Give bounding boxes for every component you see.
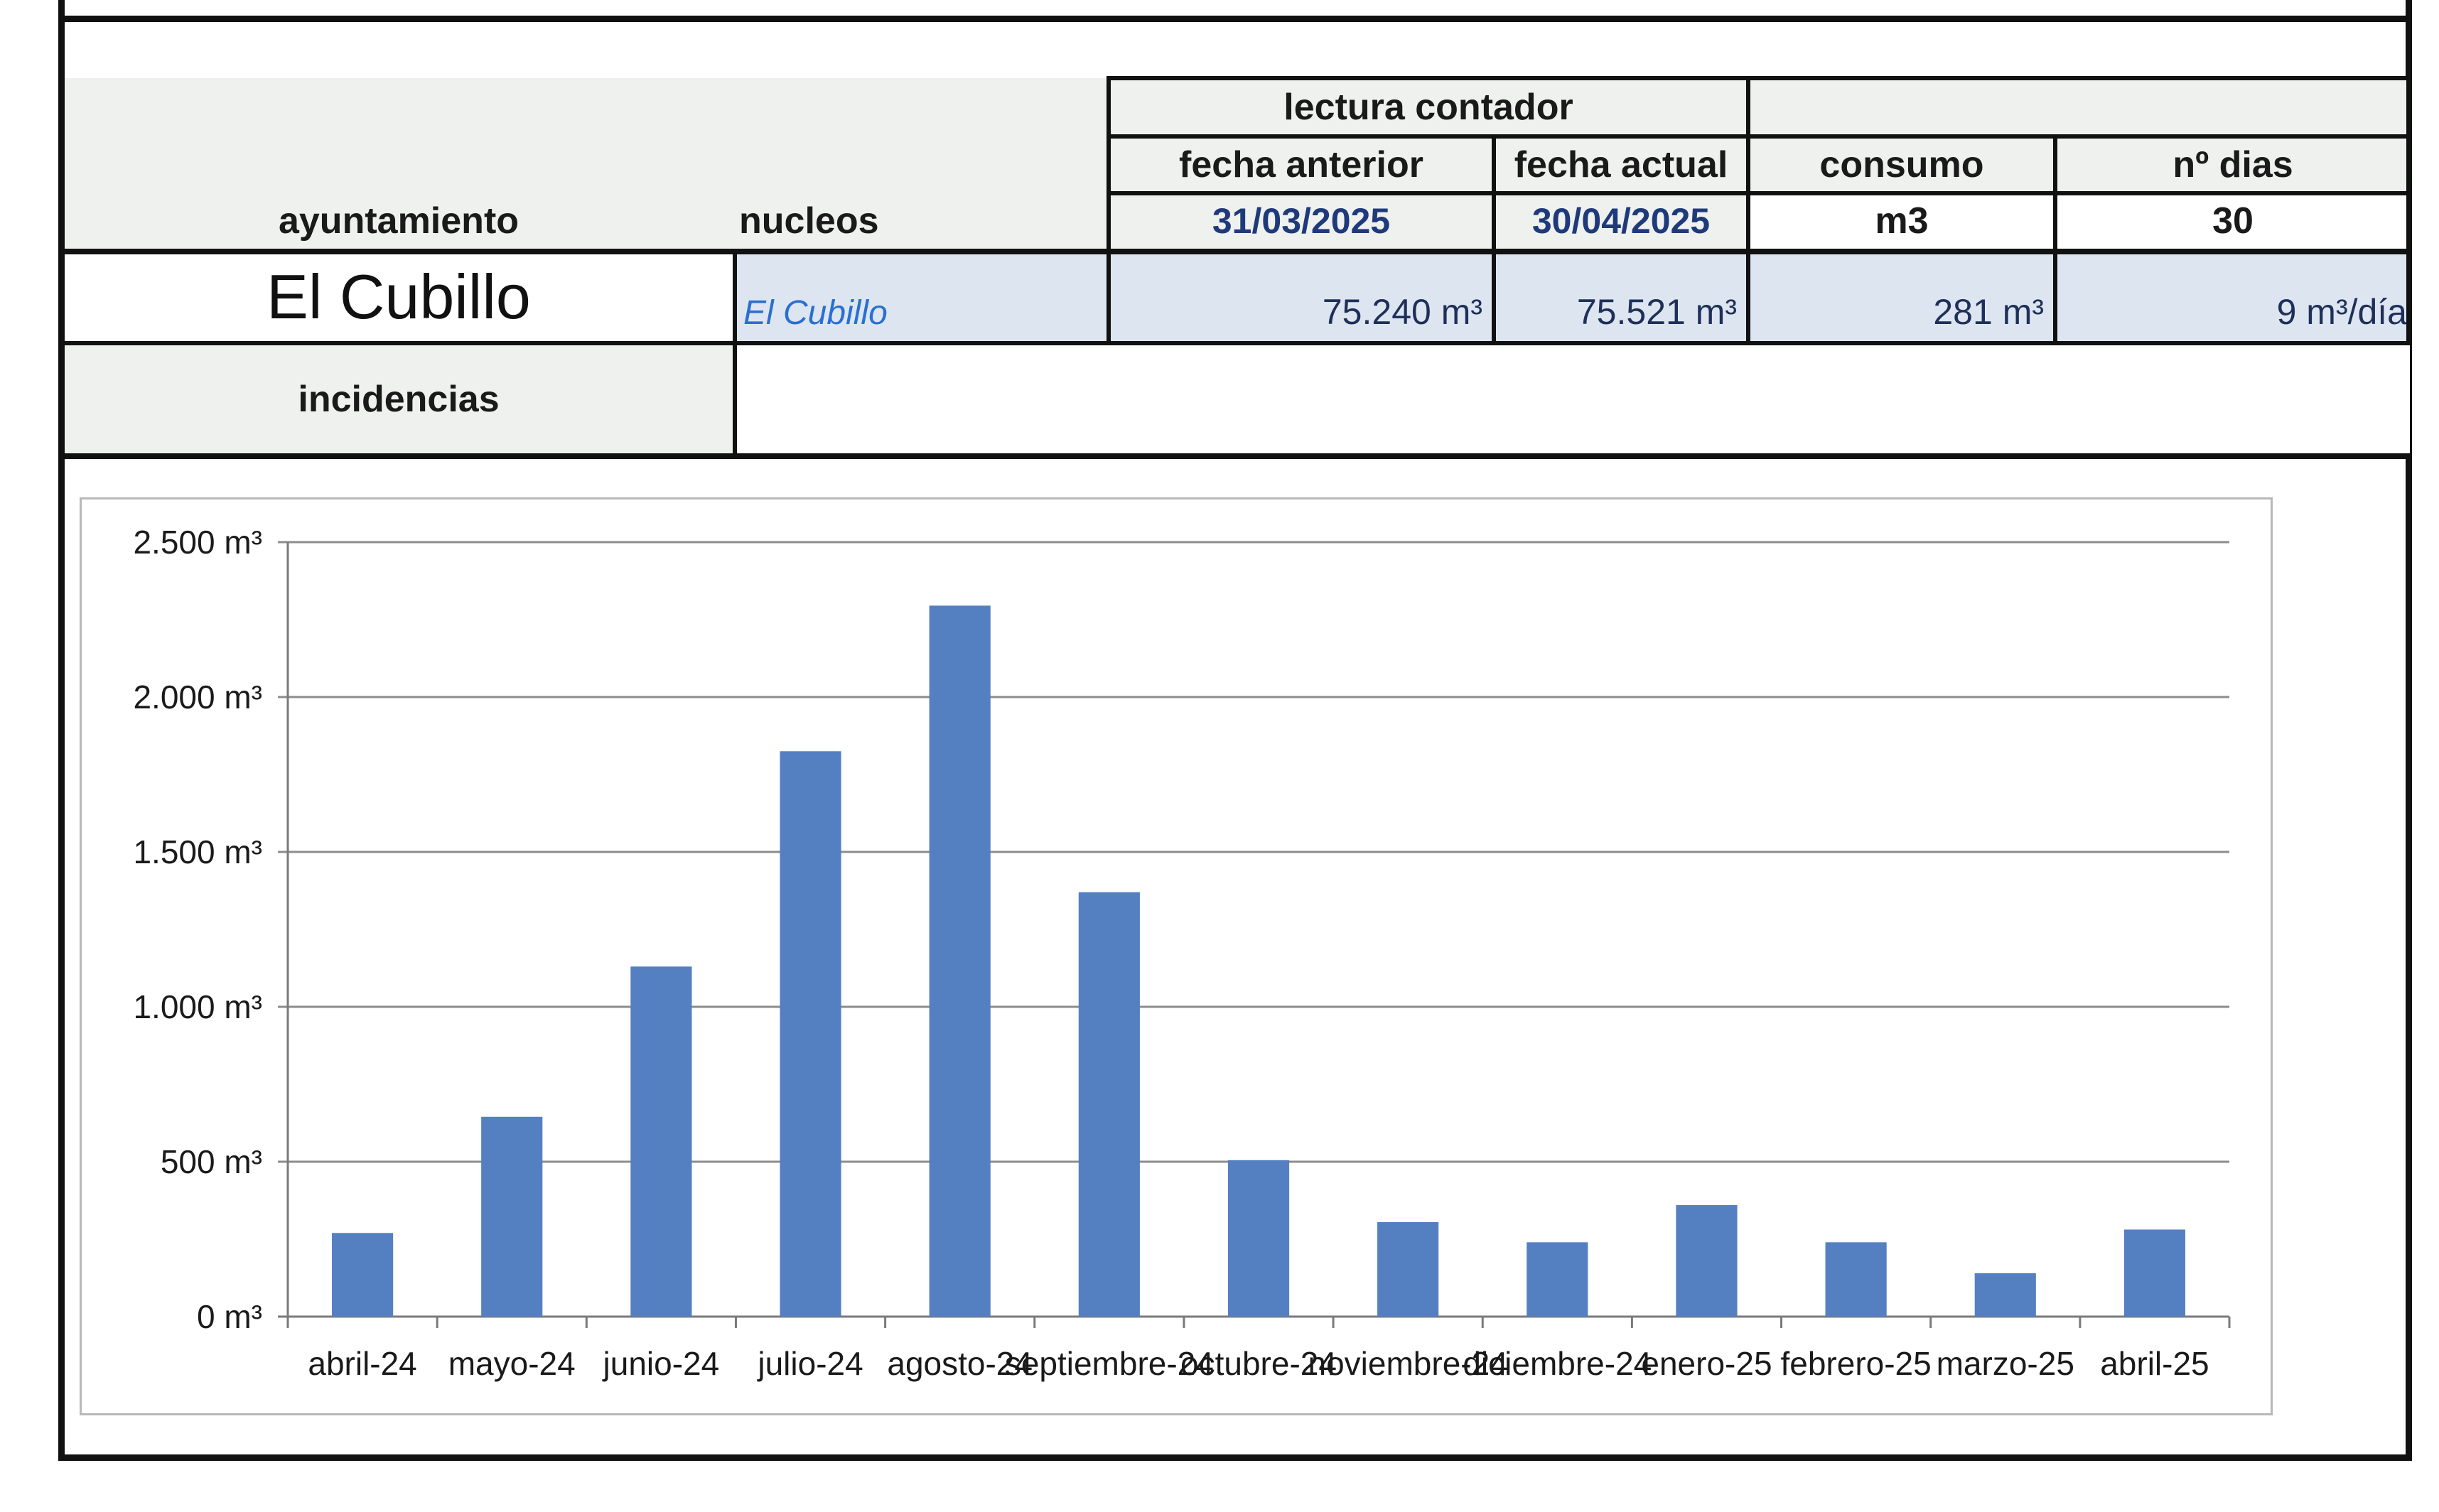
bar-marzo-25 <box>1974 1273 2036 1317</box>
grid-line <box>1107 76 2411 80</box>
header-fecha-actual: fecha actual <box>1514 144 1728 185</box>
consumption-bar-chart: 0 m³ 500 m³ 1.000 m³ 1.500 m³ 2.000 m³ 2.500 … <box>133 524 2231 1382</box>
fecha-anterior-value: 31/03/2025 <box>1212 201 1391 241</box>
y-tick-label: 0 m³ <box>197 1298 262 1335</box>
lectura-anterior-value: 75.240 m³ <box>1111 253 1494 341</box>
bar-mayo-24 <box>481 1116 543 1317</box>
header-consumo: consumo <box>1819 144 1984 185</box>
dias-value: 30 <box>2055 193 2411 249</box>
top-border <box>58 16 2411 22</box>
incidencias-value <box>737 345 2410 453</box>
grid-line <box>2053 134 2057 345</box>
header-lectura-contador: lectura contador <box>1283 87 1573 128</box>
header-ayuntamiento: ayuntamiento <box>278 200 519 242</box>
x-tick-label: septiembre-24 <box>1005 1345 1214 1382</box>
fecha-actual-value: 30/04/2025 <box>1531 201 1711 241</box>
x-tick-label: enero-25 <box>1641 1345 1772 1382</box>
header-nucleos: nucleos <box>739 200 879 242</box>
x-tick-label: mayo-24 <box>448 1345 576 1382</box>
grid-line <box>2406 76 2411 345</box>
y-tick-label: 500 m³ <box>161 1143 262 1180</box>
x-tick-label: noviembre-24 <box>1308 1345 1508 1382</box>
grid-line <box>1492 134 1496 345</box>
grid-line <box>1746 76 1750 345</box>
bar-diciembre-24 <box>1527 1242 1588 1317</box>
x-tick-label: octubre-24 <box>1180 1345 1337 1382</box>
bar-enero-25 <box>1676 1205 1738 1317</box>
y-tick-label: 1.500 m³ <box>133 833 262 870</box>
x-tick-label: abril-25 <box>2100 1345 2209 1382</box>
y-tick-label: 2.500 m³ <box>133 524 262 561</box>
bar-agosto-24 <box>929 605 991 1317</box>
bar-octubre-24 <box>1227 1160 1290 1317</box>
nucleo-value: El Cubillo <box>735 253 1109 341</box>
y-tick-label: 2.000 m³ <box>133 679 262 716</box>
report-frame <box>58 0 2412 1461</box>
grid-line <box>1107 76 1111 345</box>
grid-line <box>1107 191 2411 195</box>
chart-area: 0 m³ 500 m³ 1.000 m³ 1.500 m³ 2.000 m³ 2.500 … <box>80 497 2273 1415</box>
consumo-diario-value: 9 m³/día <box>2057 253 2410 341</box>
grid-line <box>58 249 65 459</box>
x-tick-label: julio-24 <box>756 1345 863 1382</box>
bar-septiembre-24 <box>1078 892 1140 1317</box>
bar-febrero-25 <box>1825 1242 1887 1317</box>
bar-noviembre-24 <box>1377 1222 1439 1317</box>
grid-line <box>58 341 2411 345</box>
grid-line <box>58 453 2411 459</box>
bar-abril-25 <box>2123 1229 2186 1317</box>
consumo-unit: m3 <box>1748 193 2055 249</box>
incidencias-label: incidencias <box>65 345 733 453</box>
x-tick-label: febrero-25 <box>1780 1345 1931 1382</box>
x-tick-label: junio-24 <box>602 1345 720 1382</box>
x-tick-label: abril-24 <box>308 1345 416 1382</box>
bar-abril-24 <box>331 1233 394 1317</box>
x-tick-label: agosto-24 <box>887 1345 1033 1382</box>
grid-line <box>58 249 2411 254</box>
header-dias: nº dias <box>2173 144 2293 185</box>
x-tick-label: diciembre-24 <box>1463 1345 1652 1382</box>
grid-line <box>1107 134 2411 139</box>
lectura-actual-value: 75.521 m³ <box>1496 253 1748 341</box>
ayuntamiento-value: El Cubillo <box>65 253 733 341</box>
header-fecha-anterior: fecha anterior <box>1179 144 1423 185</box>
y-tick-label: 1.000 m³ <box>133 988 262 1025</box>
bar-junio-24 <box>630 966 692 1317</box>
grid-line <box>733 249 737 459</box>
x-tick-label: marzo-25 <box>1937 1345 2074 1382</box>
bar-julio-24 <box>780 751 841 1317</box>
consumo-value: 281 m³ <box>1750 253 2055 341</box>
